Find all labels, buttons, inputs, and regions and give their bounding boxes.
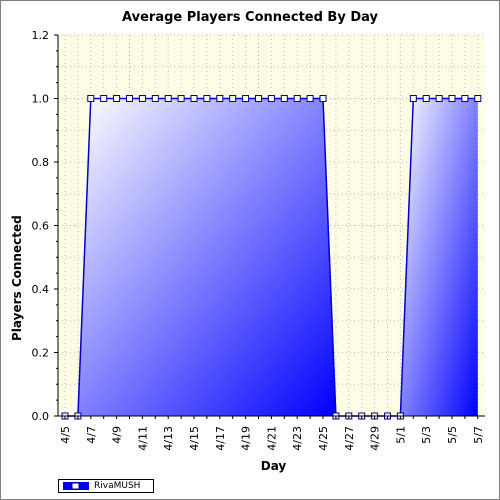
y-tick-label: 1.2 <box>32 29 50 42</box>
data-point <box>242 95 250 102</box>
data-point <box>435 95 443 102</box>
x-tick-label: 5/3 <box>420 426 433 444</box>
data-point <box>319 95 327 102</box>
data-point <box>255 95 262 102</box>
data-point <box>203 95 211 102</box>
data-point <box>190 95 198 102</box>
data-point <box>126 95 133 102</box>
data-point <box>100 95 108 102</box>
data-point <box>229 95 237 102</box>
x-tick-label: 4/7 <box>85 426 98 444</box>
legend-swatch <box>63 482 89 490</box>
data-point <box>151 95 159 102</box>
x-tick-label: 5/5 <box>446 426 459 444</box>
x-axis-label: Day <box>260 459 287 473</box>
x-tick-label: 5/7 <box>472 426 485 444</box>
data-point <box>409 95 417 102</box>
x-tick-label: 4/25 <box>317 426 330 451</box>
x-tick-label: 4/29 <box>369 426 382 451</box>
data-point <box>293 95 301 102</box>
x-tick-label: 4/27 <box>343 426 356 451</box>
y-axis-label: Players Connected <box>10 215 24 341</box>
legend: RivaMUSH <box>58 479 154 493</box>
y-tick-label: 0.6 <box>32 220 50 233</box>
x-tick-label: 4/19 <box>240 426 253 451</box>
data-point <box>422 95 430 102</box>
data-point <box>138 95 146 102</box>
y-tick-label: 1.0 <box>32 93 50 106</box>
data-point <box>448 95 456 102</box>
x-tick-label: 4/11 <box>136 426 149 451</box>
x-tick-label: 4/15 <box>188 426 201 451</box>
x-tick-label: 4/17 <box>214 426 227 451</box>
data-point <box>113 95 121 102</box>
data-point <box>267 95 275 102</box>
x-tick-label: 4/5 <box>59 426 72 444</box>
y-tick-label: 0.8 <box>32 156 50 169</box>
x-tick-label: 4/21 <box>265 426 278 451</box>
data-point <box>177 95 185 102</box>
chart-title: Average Players Connected By Day <box>122 10 378 25</box>
y-tick-label: 0.4 <box>32 283 50 296</box>
x-tick-label: 4/13 <box>162 426 175 451</box>
x-tick-label: 4/9 <box>111 426 124 444</box>
x-tick-label: 4/23 <box>291 426 304 451</box>
x-tick-label: 5/1 <box>394 426 407 444</box>
data-point <box>164 95 172 102</box>
legend-label: RivaMUSH <box>94 481 141 491</box>
area-fill <box>77 98 336 416</box>
data-point <box>461 95 469 102</box>
data-point <box>474 95 482 102</box>
data-point <box>87 95 95 102</box>
data-point <box>306 95 314 102</box>
data-point <box>280 95 288 102</box>
y-tick-label: 0.0 <box>32 410 50 423</box>
y-tick-label: 0.2 <box>32 347 50 360</box>
area-fill <box>400 98 478 416</box>
data-point <box>216 95 224 102</box>
